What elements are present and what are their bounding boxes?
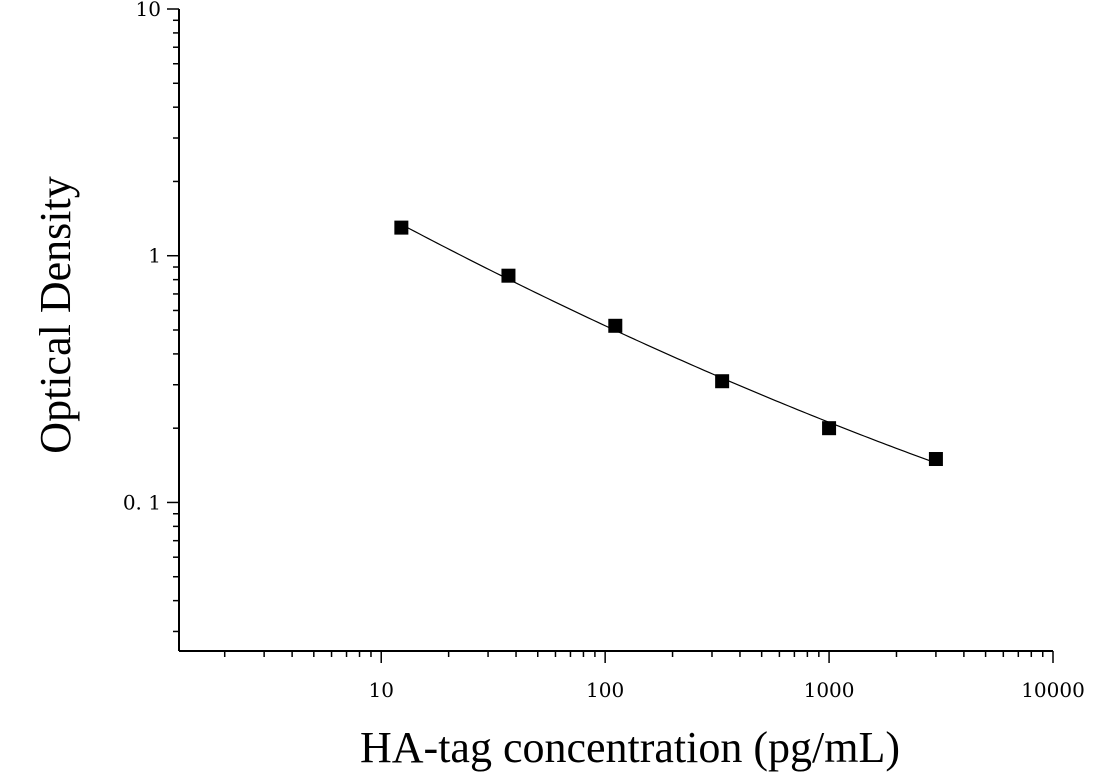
y-tick-label: 0. 1: [123, 490, 161, 514]
y-axis-title: Optical Density: [31, 176, 80, 453]
y-tick-label: 10: [136, 0, 161, 21]
x-tick-label: 10: [368, 678, 393, 702]
data-points: [394, 220, 943, 467]
data-point: [394, 220, 409, 235]
data-point: [608, 318, 623, 333]
x-tick-label: 1000: [804, 678, 855, 702]
y-tick-labels: 0. 1 1 10: [123, 0, 161, 514]
data-point: [822, 421, 837, 436]
data-point: [928, 452, 943, 467]
data-point: [501, 268, 516, 283]
x-ticks: [223, 651, 1054, 663]
y-ticks: [167, 8, 179, 633]
x-tick-label: 100: [586, 678, 624, 702]
fit-curve: [401, 223, 937, 464]
x-tick-label: 10000: [1021, 678, 1085, 702]
y-tick-label: 1: [148, 244, 161, 268]
data-point: [715, 374, 730, 389]
x-tick-labels: 10 100 1000 10000: [368, 678, 1084, 702]
x-axis-title: HA-tag concentration (pg/mL): [360, 723, 900, 772]
